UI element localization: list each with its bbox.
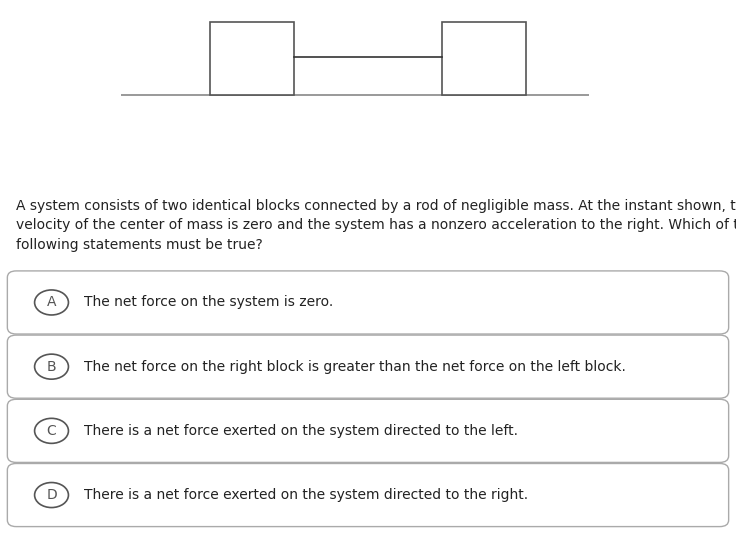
FancyBboxPatch shape (7, 463, 729, 527)
Bar (210, 22, 294, 95)
Text: B: B (46, 360, 57, 374)
Circle shape (35, 483, 68, 508)
Text: C: C (46, 424, 57, 438)
FancyBboxPatch shape (7, 335, 729, 398)
Circle shape (35, 418, 68, 443)
Circle shape (35, 290, 68, 315)
FancyBboxPatch shape (7, 271, 729, 334)
Circle shape (35, 354, 68, 379)
Text: There is a net force exerted on the system directed to the left.: There is a net force exerted on the syst… (84, 424, 518, 438)
Text: The net force on the system is zero.: The net force on the system is zero. (84, 295, 333, 310)
Text: The net force on the right block is greater than the net force on the left block: The net force on the right block is grea… (84, 360, 626, 374)
FancyBboxPatch shape (7, 399, 729, 462)
Text: A: A (47, 295, 56, 310)
Text: D: D (46, 488, 57, 502)
Text: There is a net force exerted on the system directed to the right.: There is a net force exerted on the syst… (84, 488, 528, 502)
Bar (442, 22, 526, 95)
Text: A system consists of two identical blocks connected by a rod of negligible mass.: A system consists of two identical block… (16, 199, 736, 251)
